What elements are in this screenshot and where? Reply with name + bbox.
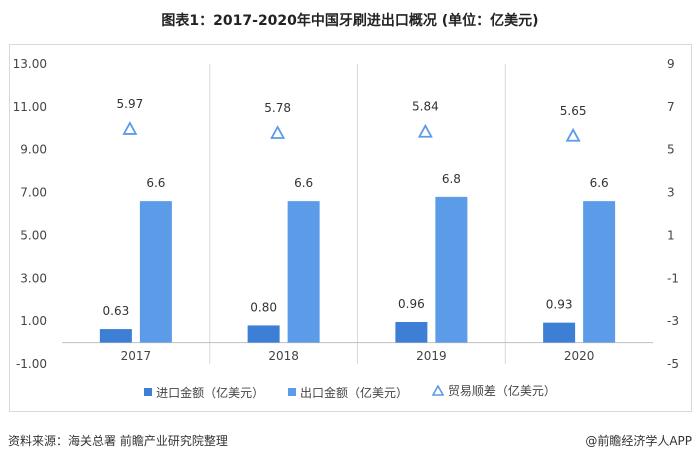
marker-surplus (270, 125, 286, 139)
y-tick-label-left: 1.00 (20, 314, 47, 328)
y-tick-label-left: 5.00 (20, 228, 47, 242)
data-label-import: 0.93 (546, 298, 573, 312)
y-tick-label-right: 7 (667, 100, 675, 114)
y-tick-label-left: 11.00 (13, 100, 47, 114)
data-label-import: 0.63 (103, 304, 130, 318)
legend-swatch-import (144, 388, 153, 396)
footer: 资料来源：海关总署 前瞻产业研究院整理 @前瞻经济学人APP (0, 422, 700, 461)
marker-surplus (122, 121, 138, 135)
data-label-surplus: 5.84 (412, 100, 439, 114)
marker-surplus (417, 123, 433, 138)
data-label-surplus: 5.78 (264, 101, 291, 115)
bar-import (247, 325, 280, 343)
bar-export (583, 201, 616, 343)
legend-item-export: 出口金额（亿美元） (287, 384, 408, 401)
y-tick-label-right: 1 (667, 228, 675, 242)
source-note: 资料来源：海关总署 前瞻产业研究院整理 (8, 434, 228, 448)
legend-label-surplus: 贸易顺差（亿美元） (447, 384, 556, 398)
y-tick-label-right: 9 (667, 57, 675, 71)
y-tick-label-left: -1.00 (16, 357, 47, 371)
legend-label-export: 出口金额（亿美元） (299, 385, 408, 400)
x-tick-label: 2018 (268, 349, 299, 363)
chart-title: 图表1：2017-2020年中国牙刷进出口概况 (单位：亿美元) (161, 13, 539, 29)
y-tick-label-left: 13.00 (13, 57, 47, 71)
data-label-import: 0.96 (398, 297, 425, 311)
bar-import (395, 322, 428, 343)
chart-frame (9, 44, 692, 412)
legend-label-import: 进口金额（亿美元） (156, 385, 265, 400)
legend-triangle-icon (431, 385, 444, 396)
y-tick-label-right: 5 (667, 143, 675, 157)
bar-export (287, 201, 320, 343)
data-label-surplus: 5.65 (560, 104, 587, 118)
marker-surplus (565, 127, 581, 142)
bar-import (99, 329, 132, 343)
x-tick-label: 2017 (121, 349, 152, 363)
brand-credit: @前瞻经济学人APP (585, 434, 692, 448)
x-tick-label: 2020 (564, 349, 595, 363)
chart-legend: 进口金额（亿美元） 出口金额（亿美元） 贸易顺差（亿美元） (0, 382, 700, 401)
x-tick-label: 2019 (416, 349, 447, 363)
y-tick-label-left: 9.00 (20, 143, 47, 157)
data-label-export: 6.6 (294, 176, 313, 190)
bar-export (435, 196, 468, 343)
bar-export (139, 201, 172, 343)
y-tick-label-right: -1 (667, 271, 679, 285)
y-tick-label-right: -5 (667, 357, 679, 371)
y-tick-label-right: 3 (667, 186, 675, 200)
data-label-export: 6.6 (590, 176, 609, 190)
data-label-export: 6.8 (442, 172, 461, 186)
legend-item-import: 进口金额（亿美元） (144, 384, 264, 401)
legend-item-surplus: 贸易顺差（亿美元） (431, 382, 556, 399)
y-tick-label-left: 7.00 (20, 186, 47, 200)
data-label-import: 0.80 (250, 300, 277, 314)
y-tick-label-right: -3 (667, 314, 679, 328)
data-label-export: 6.6 (146, 176, 165, 190)
bar-import (543, 322, 576, 343)
data-label-surplus: 5.97 (117, 97, 144, 111)
y-tick-label-left: 3.00 (20, 271, 47, 285)
legend-swatch-export (287, 388, 296, 396)
